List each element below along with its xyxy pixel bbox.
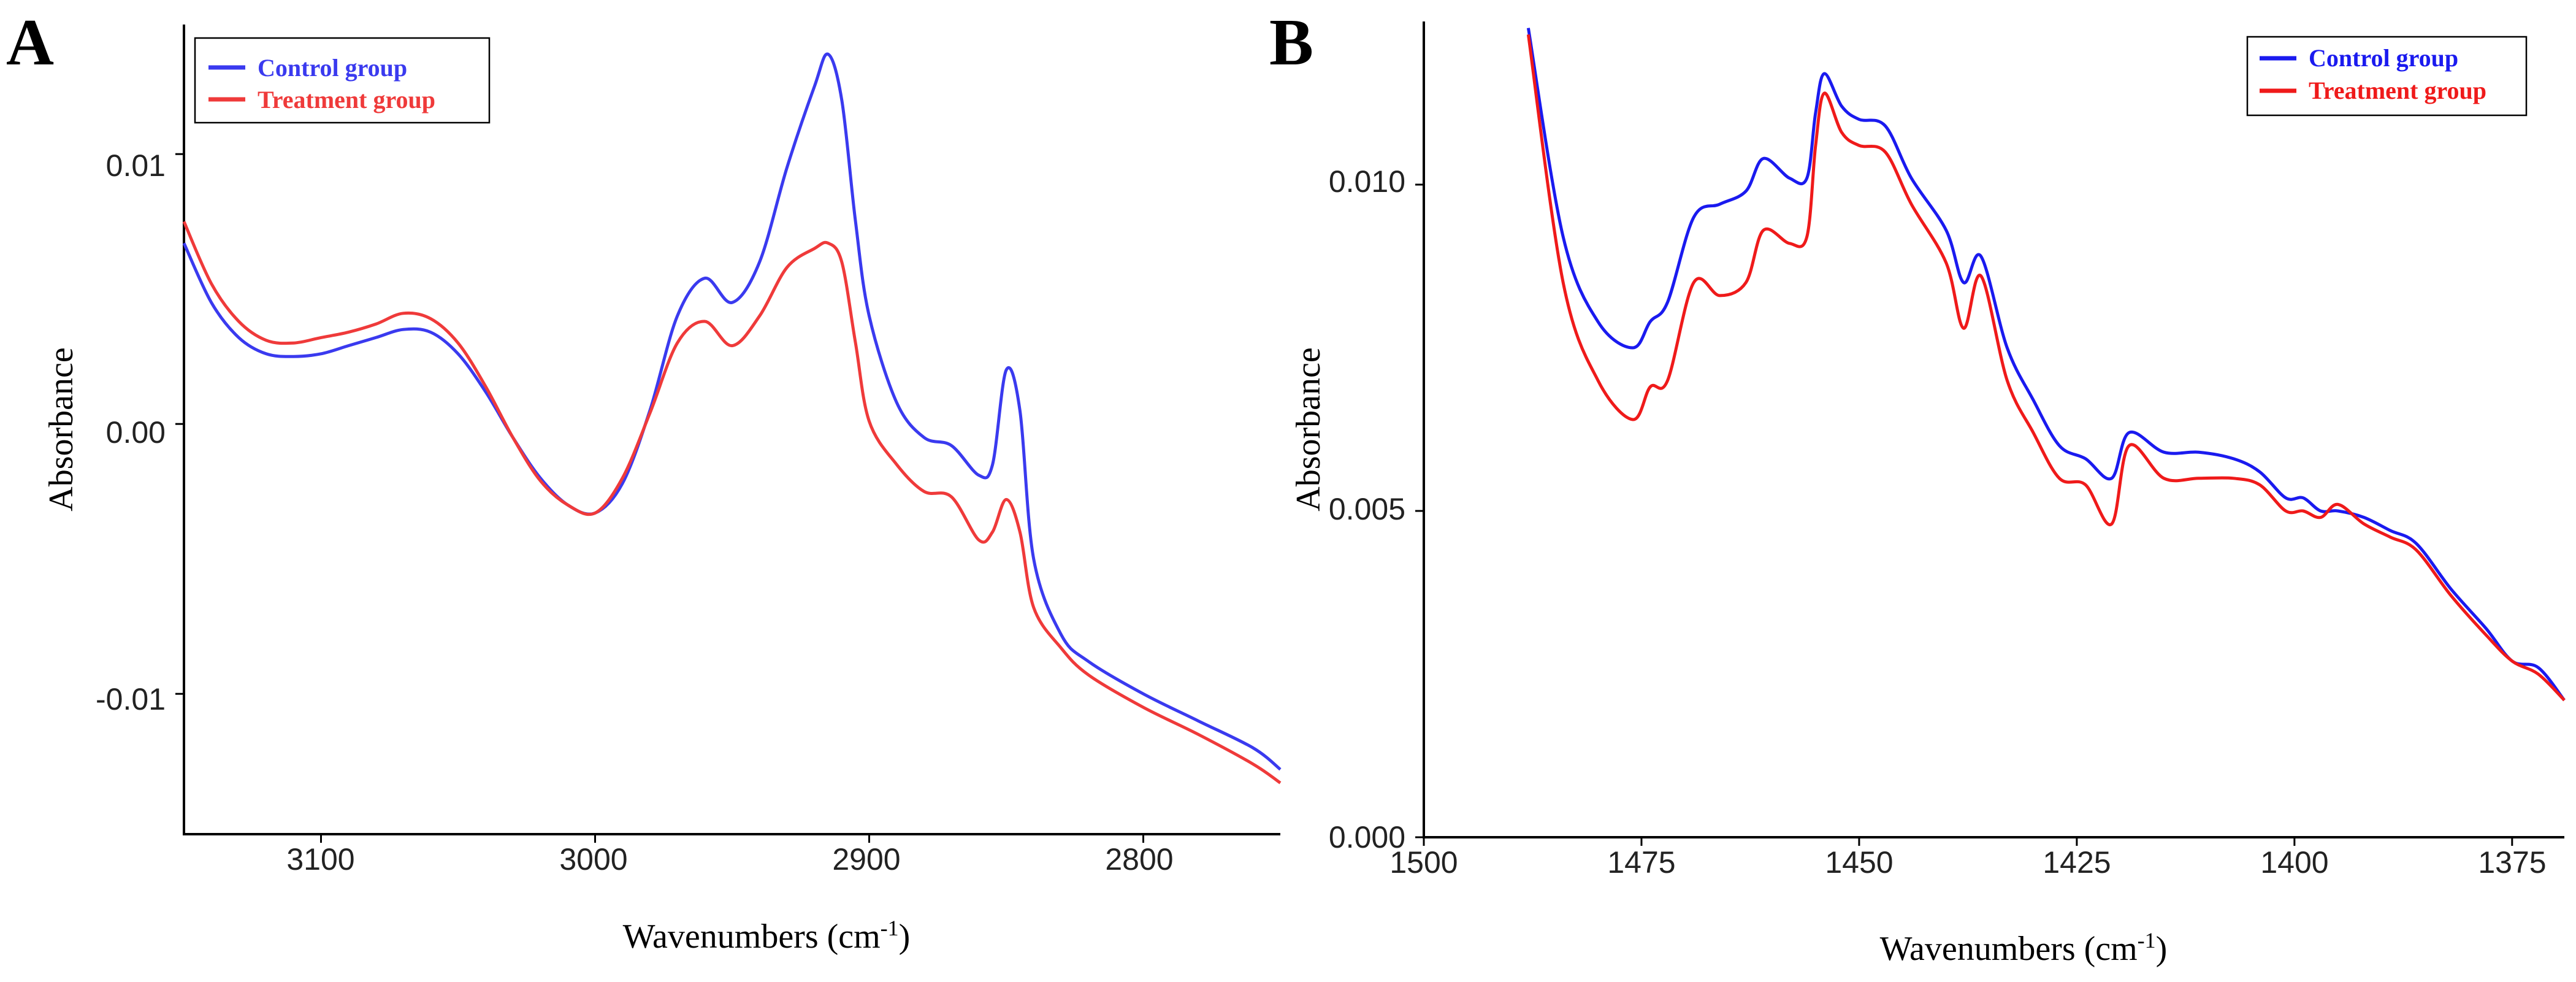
panel-a-chart: A 0.01 0.00 -0.01 3100 3000 2900 2800 Ab… [6, 6, 1282, 956]
panel-a-xtick-label: 3000 [559, 842, 627, 877]
panel-b-x-axis-title: Wavenumbers (cm-1) [1880, 928, 2168, 968]
panel-b-chart: B 0.000 0.005 0.010 1500 1475 1450 1425 … [1269, 6, 2566, 968]
panel-a-xtick-label: 3100 [286, 842, 354, 877]
panel-a-series-treatment-line [182, 221, 1282, 784]
panel-b-series-control-line [1526, 28, 2566, 702]
panel-a-legend: Control group Treatment group [194, 37, 491, 124]
panel-b-legend-box [2246, 36, 2528, 117]
panel-a-x-axis-title-main: Wavenumbers (cm [623, 918, 881, 956]
panel-a-x-axis-title-sup: -1 [881, 916, 899, 940]
panel-a-x-axis-title-end: ) [899, 918, 911, 956]
panel-a-x-axis-title: Wavenumbers (cm-1) [623, 916, 911, 956]
panel-b-ytick-label: 0.005 [1329, 492, 1405, 526]
panel-a-xtick-label: 2800 [1105, 842, 1173, 877]
panel-a-ytick-label: 0.00 [106, 415, 166, 450]
panel-b-legend: Control group Treatment group [2246, 36, 2528, 117]
panel-b-xtick-label: 1400 [2260, 845, 2328, 880]
panel-a-series-control-line [182, 52, 1282, 771]
panel-b-y-axis-title: Absorbance [1290, 347, 1328, 511]
panel-b-series-treatment-line [1526, 34, 2566, 702]
panel-a-legend-box [194, 37, 491, 124]
panel-b-x-axis-title-end: ) [2156, 930, 2168, 968]
panel-b-xtick-label: 1475 [1607, 845, 1675, 880]
panel-a-ticks [175, 153, 1144, 843]
panel-a-xtick-label: 2900 [832, 842, 900, 877]
panel-b-xtick-label: 1450 [1825, 845, 1893, 880]
panel-b-legend-label-control: Control group [2309, 44, 2458, 72]
panel-b-xtick-label: 1375 [2478, 845, 2546, 880]
panel-b-ytick-label: 0.010 [1329, 164, 1405, 199]
panel-b-x-axis-title-main: Wavenumbers (cm [1880, 930, 2138, 968]
panel-a-ytick-label: -0.01 [96, 682, 166, 716]
panel-b-legend-label-treatment: Treatment group [2309, 77, 2486, 104]
panel-b-x-axis-title-sup: -1 [2138, 928, 2156, 953]
panel-b-xtick-label: 1500 [1389, 845, 1458, 880]
panel-b-letter: B [1269, 6, 1313, 79]
panel-a-legend-label-control: Control group [258, 54, 407, 82]
panel-b-ticks [1415, 183, 2513, 846]
panel-b-xtick-label: 1425 [2043, 845, 2111, 880]
panel-a-letter: A [6, 6, 54, 79]
panel-a-y-axis-title: Absorbance [42, 347, 80, 511]
panel-b-ytick-label: 0.000 [1329, 820, 1405, 854]
panel-a-legend-label-treatment: Treatment group [258, 86, 435, 113]
panel-a-ytick-label: 0.01 [106, 148, 166, 183]
